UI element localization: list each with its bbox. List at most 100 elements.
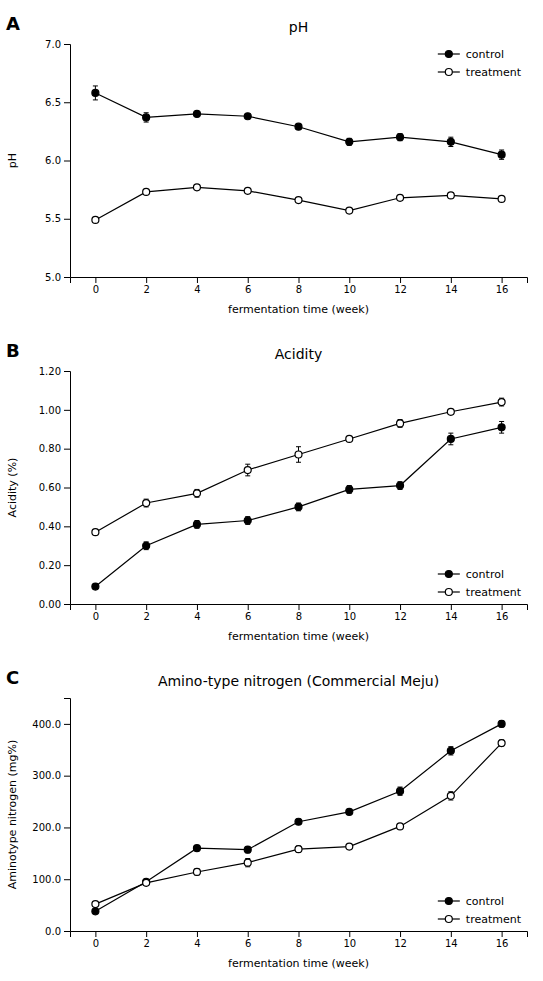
legend-label: treatment [466, 66, 522, 79]
legend-entry: control [438, 48, 504, 61]
tick-mark [64, 776, 70, 777]
tick-mark [349, 604, 350, 610]
point [295, 503, 302, 510]
point [92, 216, 99, 223]
x-axis: 0246810121416 [71, 277, 528, 295]
x-tick: 16 [496, 931, 509, 949]
legend-label: treatment [466, 586, 522, 599]
tick-label: 5.0 [45, 272, 61, 283]
point [295, 846, 302, 853]
point [143, 114, 150, 121]
point [295, 197, 302, 204]
error-bar [296, 447, 301, 463]
error-bar [245, 847, 250, 853]
tick-label: 14 [445, 938, 458, 949]
tick-mark [64, 931, 70, 932]
point [498, 399, 505, 406]
tick-mark [349, 277, 350, 283]
x-tick: 14 [445, 604, 458, 622]
tick-label: 0.60 [39, 482, 61, 493]
tick-mark [349, 931, 350, 937]
tick-label: 4 [194, 611, 200, 622]
error-bar [499, 398, 504, 406]
error-bar [245, 464, 250, 476]
point [346, 486, 353, 493]
series-line [95, 187, 501, 220]
panel: 02468101214160.0100.0200.0300.0400.0Amin… [6, 667, 528, 970]
y-tick: 6.5 [45, 97, 70, 108]
tick-mark [64, 371, 70, 372]
point [447, 792, 454, 799]
error-bar [194, 521, 199, 529]
point [143, 879, 150, 886]
axis-line [71, 932, 528, 938]
y-axis-label: Aminotype nitrogen (mg%) [6, 740, 19, 889]
point [244, 517, 251, 524]
tick-mark [197, 277, 198, 283]
error-bar [296, 846, 301, 852]
legend: control treatment [438, 48, 522, 79]
tick-label: 8 [296, 938, 302, 949]
point [143, 542, 150, 549]
x-tick: 16 [496, 604, 509, 622]
tick-label: 0.20 [39, 560, 61, 571]
x-tick: 12 [394, 277, 407, 295]
panel-label: B [6, 340, 20, 361]
error-bar [144, 542, 149, 550]
tick-label: 10 [343, 938, 356, 949]
tick-mark [64, 161, 70, 162]
tick-mark [299, 604, 300, 610]
x-tick: 10 [343, 604, 356, 622]
point [397, 788, 404, 795]
point [193, 490, 200, 497]
x-tick: 6 [245, 277, 251, 295]
y-tick: 5.0 [45, 272, 70, 283]
y-tick: 0.80 [39, 443, 70, 454]
legend-entry: treatment [438, 913, 522, 926]
tick-mark [146, 931, 147, 937]
point [346, 843, 353, 850]
x-tick: 4 [194, 277, 200, 295]
x-axis-label: fermentation time (week) [228, 630, 369, 643]
tick-mark [146, 277, 147, 283]
x-tick: 8 [296, 277, 302, 295]
tick-label: 300.0 [32, 770, 61, 781]
y-axis: 0.000.200.400.600.801.001.20 [39, 366, 71, 610]
y-tick: 0.40 [39, 521, 70, 532]
tick-mark [95, 277, 96, 283]
tick-mark [400, 604, 401, 610]
y-tick: 100.0 [32, 874, 70, 885]
series-line [95, 724, 501, 911]
series [92, 421, 505, 590]
point [397, 194, 404, 201]
point [92, 529, 99, 536]
tick-mark [64, 102, 70, 103]
legend-marker [445, 51, 452, 58]
series-line [95, 402, 501, 532]
error-bar [499, 740, 504, 746]
tick-label: 6 [245, 284, 251, 295]
tick-label: 0 [93, 938, 99, 949]
point [397, 134, 404, 141]
legend-marker [445, 898, 452, 905]
error-bar [144, 113, 149, 122]
tick-label: 14 [445, 284, 458, 295]
legend-entry: treatment [438, 66, 522, 79]
tick-label: 10 [343, 284, 356, 295]
legend-marker [445, 589, 452, 596]
y-axis-label: pH [6, 153, 19, 168]
series-line [95, 743, 501, 904]
tick-mark [95, 604, 96, 610]
point [498, 740, 505, 747]
y-tick: 7.0 [45, 39, 70, 50]
tick-label: 0.80 [39, 443, 61, 454]
x-tick: 10 [343, 931, 356, 949]
tick-mark [95, 931, 96, 937]
point [397, 420, 404, 427]
error-bar [296, 503, 301, 511]
point [143, 500, 150, 507]
legend-label: control [466, 48, 504, 61]
title: pH [289, 19, 308, 35]
y-tick: 400.0 [32, 719, 70, 730]
x-tick: 2 [143, 604, 149, 622]
